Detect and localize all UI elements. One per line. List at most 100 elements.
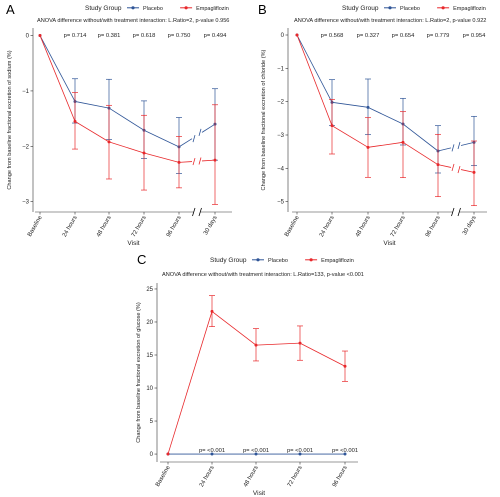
series-empagliflozin — [38, 34, 218, 205]
x-axis-label: Visit — [253, 490, 265, 497]
legend: Study Group Placebo Empagliflozin — [210, 257, 354, 264]
data-point — [343, 452, 347, 456]
x-tick-label: Baseline — [27, 214, 44, 238]
series-line — [437, 147, 452, 152]
data-point — [38, 34, 42, 38]
data-point — [73, 119, 77, 123]
data-point — [254, 452, 258, 456]
legend-label-0: Placebo — [268, 258, 288, 264]
y-tick-label: 0 — [150, 452, 154, 458]
series-placebo — [38, 34, 218, 174]
x-tick-label: 48 hours — [96, 215, 113, 238]
pvalue-label: p= 0.954 — [463, 33, 487, 39]
data-point — [210, 452, 214, 456]
x-tick-label: 24 hours — [319, 215, 336, 238]
pvalue-label: p= 0.654 — [392, 33, 416, 39]
data-point — [366, 105, 370, 109]
data-point — [472, 170, 476, 174]
pvalue-label: p= 0.568 — [321, 33, 344, 39]
series-line — [74, 121, 110, 143]
y-tick-label: −2 — [22, 144, 30, 150]
series-break — [192, 157, 196, 166]
series-break — [198, 157, 202, 165]
y-tick-label: −3 — [277, 133, 285, 139]
y-axis-label: Change from baseline fractional excretio… — [7, 50, 13, 189]
series-line — [331, 125, 369, 148]
y-tick-label: −1 — [277, 66, 285, 72]
legend-label-1: Empagliflozin — [196, 6, 229, 12]
chart-panel-a: A Study Group Placebo Empagliflozin ANOVA di… — [6, 2, 232, 247]
x-axis-break — [457, 207, 461, 217]
data-point — [366, 145, 370, 149]
series-break — [192, 135, 196, 143]
series-line — [39, 35, 76, 122]
x-tick-label: 48 hours — [355, 215, 372, 238]
data-point — [295, 33, 299, 37]
series-line — [211, 311, 257, 346]
pvalue-label: p= 0.714 — [64, 33, 88, 39]
pvalue-label: p= 0.381 — [98, 33, 121, 39]
series-break — [451, 144, 455, 152]
series-line — [299, 342, 346, 367]
x-tick-label: 72 hours — [390, 215, 407, 238]
data-point — [436, 163, 440, 167]
legend-marker-1 — [441, 6, 445, 10]
x-axis-break — [451, 207, 455, 217]
legend-label-1: Empagliflozin — [321, 258, 354, 264]
pvalue-label: p= <0.001 — [287, 448, 313, 454]
x-tick-label: 96 hours — [332, 465, 349, 488]
series-break — [198, 128, 202, 136]
legend-marker-0 — [131, 6, 135, 10]
x-axis-label: Visit — [127, 240, 139, 247]
series-empagliflozin — [166, 295, 348, 456]
chart-title: ANOVA difference without/with treatment … — [37, 18, 229, 24]
series-line — [74, 101, 110, 109]
legend-marker-1 — [184, 6, 188, 10]
series-line — [178, 138, 193, 148]
legend: Study Group Placebo Empagliflozin — [85, 5, 229, 12]
legend-marker-1 — [309, 258, 313, 262]
series-line — [201, 123, 216, 133]
legend-title: Study Group — [210, 257, 247, 264]
data-point — [210, 309, 214, 313]
data-point — [343, 364, 347, 368]
series-line — [402, 141, 439, 166]
series-line — [460, 141, 475, 146]
legend-marker-0 — [388, 6, 392, 10]
series-line — [402, 123, 439, 152]
pvalue-label: p= 0.779 — [427, 33, 450, 39]
panel-label: A — [6, 2, 15, 17]
y-tick-label: −1 — [22, 89, 30, 95]
x-tick-label: 30 days — [462, 215, 478, 236]
pvalue-label: p= <0.001 — [199, 448, 225, 454]
series-line — [201, 159, 216, 162]
legend: Study Group Placebo Empagliflozin — [342, 5, 486, 12]
series-line — [437, 164, 452, 168]
pvalue-label: p= 0.750 — [168, 33, 191, 39]
chart-title: ANOVA difference without/with treatment … — [162, 272, 364, 278]
pvalue-label: p= <0.001 — [332, 448, 358, 454]
data-point — [254, 343, 258, 347]
pvalue-label: p= 0.494 — [204, 33, 228, 39]
legend-marker-0 — [256, 258, 260, 262]
y-tick-label: 10 — [146, 386, 153, 392]
legend-label-0: Placebo — [143, 6, 163, 12]
data-point — [298, 341, 302, 345]
x-tick-label: 96 hours — [425, 215, 442, 238]
y-tick-label: 0 — [26, 34, 30, 40]
series-placebo — [295, 33, 477, 174]
series-break — [451, 163, 455, 172]
data-point — [213, 158, 217, 162]
pvalue-label: p= 0.618 — [133, 33, 156, 39]
x-tick-label: 96 hours — [166, 215, 183, 238]
y-tick-label: 15 — [146, 353, 153, 359]
x-tick-label: 30 days — [203, 215, 219, 236]
legend-title: Study Group — [85, 5, 122, 12]
legend-label-1: Empagliflozin — [453, 6, 486, 12]
series-line — [460, 169, 475, 173]
y-tick-label: −4 — [277, 166, 285, 172]
series-line — [178, 161, 193, 163]
x-tick-label: 72 hours — [287, 465, 304, 488]
data-point — [401, 140, 405, 144]
